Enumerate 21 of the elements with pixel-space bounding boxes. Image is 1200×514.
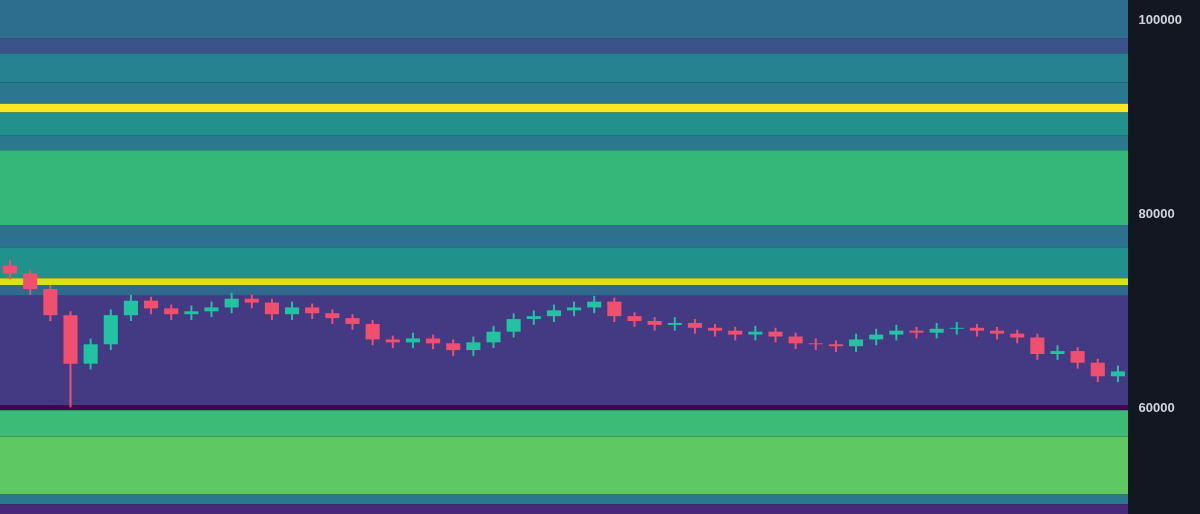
candlestick xyxy=(365,319,380,347)
candlestick xyxy=(849,332,864,354)
candlestick xyxy=(264,297,279,322)
candlestick xyxy=(3,258,18,281)
candlestick xyxy=(83,337,98,371)
candlestick xyxy=(808,337,823,352)
candlestick xyxy=(23,268,38,296)
candlestick xyxy=(486,324,501,350)
candlestick xyxy=(1090,357,1105,384)
candlestick xyxy=(285,300,300,322)
candlestick xyxy=(607,296,622,323)
candlestick xyxy=(123,293,138,323)
candlestick xyxy=(949,320,964,336)
y-tick-label: 80000 xyxy=(1138,205,1175,221)
candlestick xyxy=(1070,346,1085,370)
candlestick xyxy=(506,312,521,339)
candlestick xyxy=(1030,332,1045,361)
y-tick-label: 100000 xyxy=(1138,11,1182,27)
candlestick xyxy=(224,291,239,315)
y-tick-label: 60000 xyxy=(1138,399,1175,415)
candlestick xyxy=(466,335,481,357)
